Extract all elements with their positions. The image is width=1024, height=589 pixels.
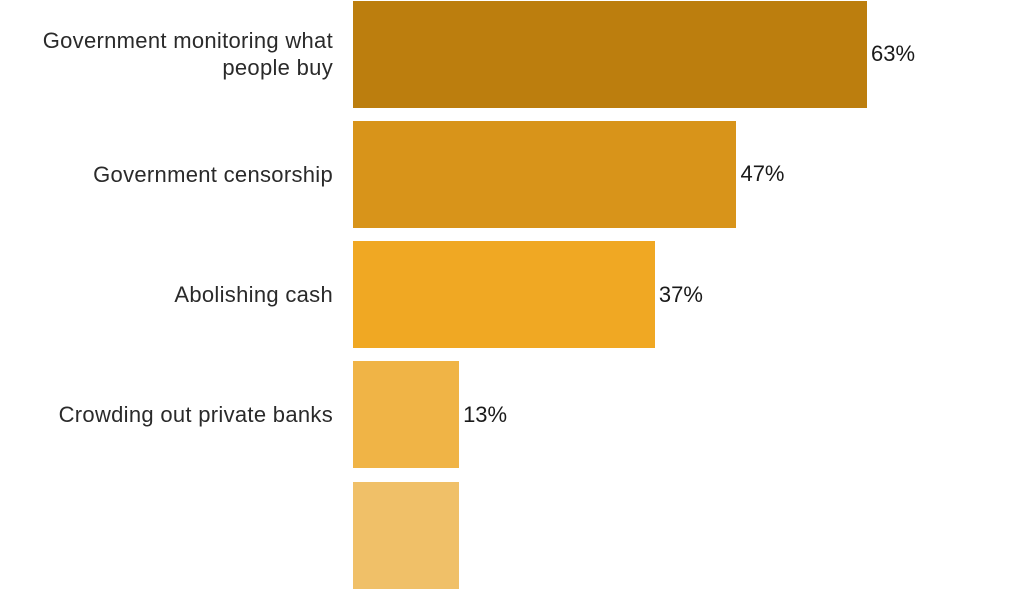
category-label: Government monitoring what people buy	[42, 28, 333, 80]
bar	[353, 361, 460, 469]
bar	[353, 0, 867, 108]
category-label: Abolishing cash	[174, 282, 333, 308]
value-label: 13%	[463, 401, 508, 427]
category-label: Crowding out private banks	[58, 402, 333, 428]
value-label: 47%	[740, 161, 785, 187]
bar	[353, 241, 655, 349]
page: Government monitoring what people buy 63%…	[42, 0, 916, 589]
bar	[353, 120, 737, 228]
category-label: Government censorship	[93, 161, 333, 187]
value-label: 63%	[871, 41, 916, 66]
value-label: 37%	[658, 281, 703, 307]
bar	[353, 481, 460, 589]
